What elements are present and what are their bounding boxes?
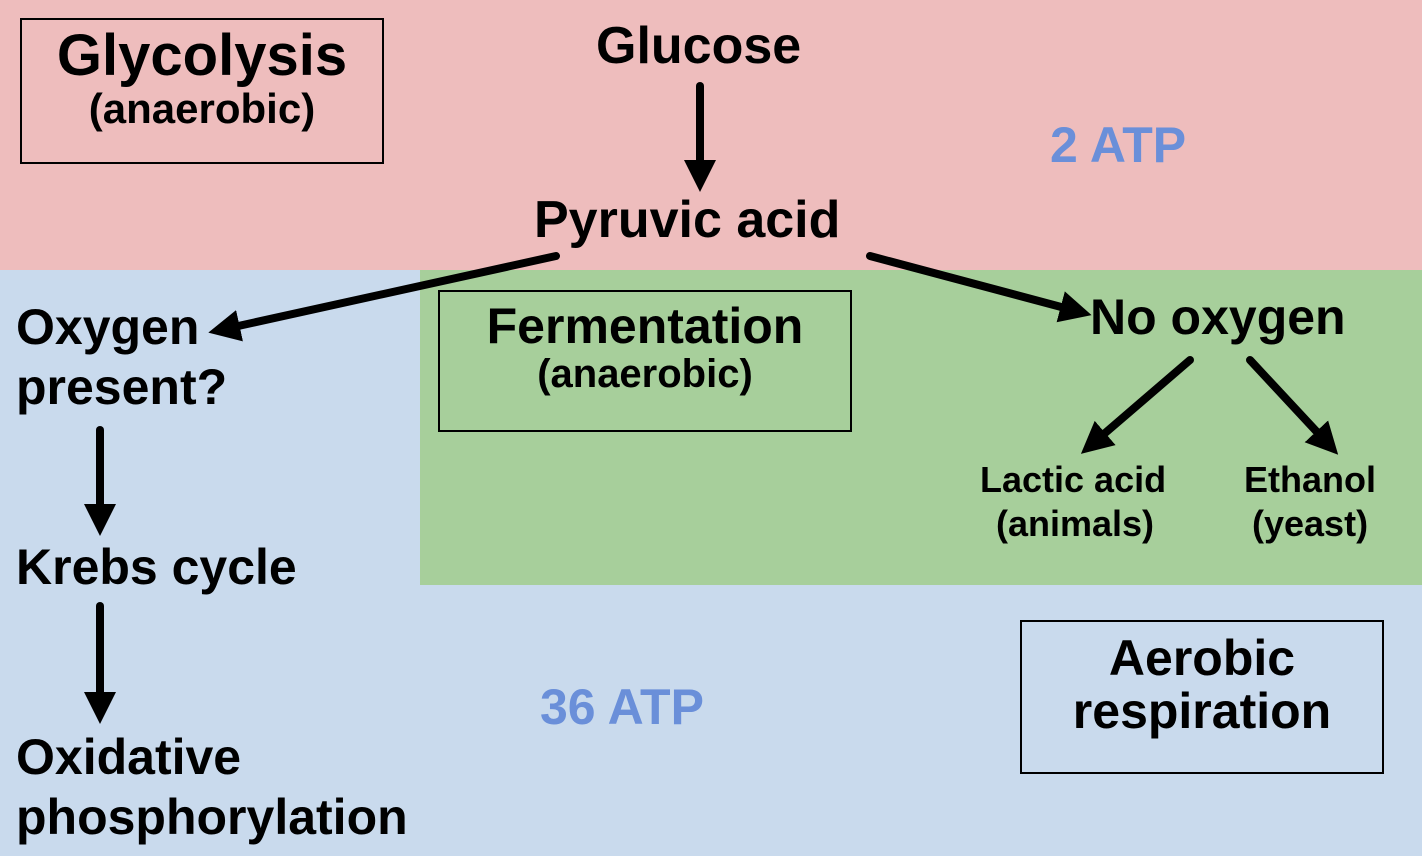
box-fermentation-subtitle: (anaerobic) — [440, 353, 850, 395]
node-ethanol-line2: (yeast) — [1252, 504, 1368, 544]
diagram-canvas: Glycolysis (anaerobic) Fermentation (ana… — [0, 0, 1422, 856]
node-oxphos-line1: Oxidative — [16, 730, 241, 785]
node-ethanol-line1: Ethanol — [1244, 460, 1376, 500]
node-oxygen-line1: Oxygen — [16, 300, 199, 355]
node-oxygen-line2: present? — [16, 360, 227, 415]
atp-2: 2 ATP — [1050, 118, 1186, 173]
node-lactic-line2: (animals) — [996, 504, 1154, 544]
node-glucose: Glucose — [596, 18, 801, 75]
node-pyruvic: Pyruvic acid — [534, 192, 840, 249]
box-fermentation-title: Fermentation — [440, 300, 850, 353]
box-aerobic: Aerobic respiration — [1020, 620, 1384, 774]
node-krebs: Krebs cycle — [16, 540, 297, 595]
box-fermentation: Fermentation (anaerobic) — [438, 290, 852, 432]
node-oxphos-line2: phosphorylation — [16, 790, 408, 845]
box-glycolysis: Glycolysis (anaerobic) — [20, 18, 384, 164]
box-aerobic-title: Aerobic — [1022, 632, 1382, 685]
node-lactic-line1: Lactic acid — [980, 460, 1166, 500]
atp-36: 36 ATP — [540, 680, 704, 735]
box-glycolysis-title: Glycolysis — [22, 26, 382, 87]
box-glycolysis-subtitle: (anaerobic) — [22, 87, 382, 131]
box-aerobic-subtitle: respiration — [1022, 685, 1382, 738]
node-no-oxygen: No oxygen — [1090, 290, 1346, 345]
